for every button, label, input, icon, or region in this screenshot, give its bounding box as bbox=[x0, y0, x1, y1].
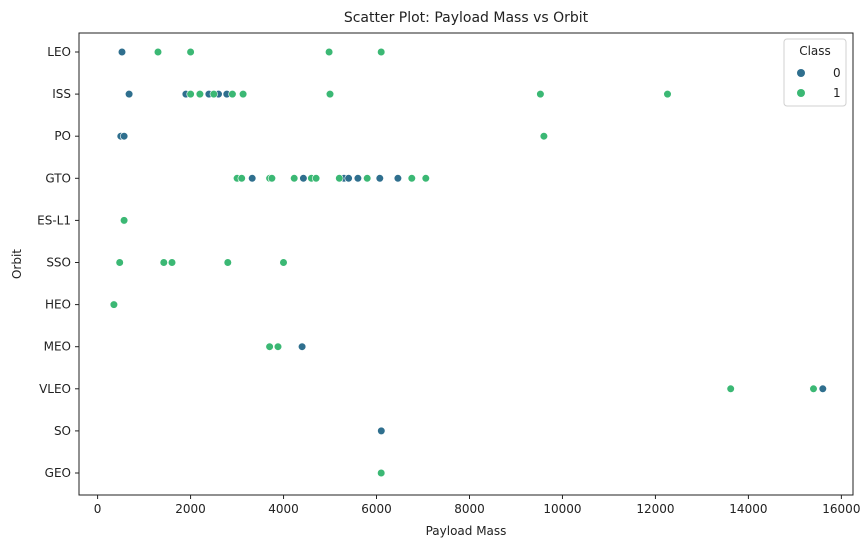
x-tick-label: 4000 bbox=[268, 502, 299, 516]
data-point-class-1 bbox=[186, 89, 195, 99]
data-point-class-1 bbox=[726, 384, 735, 393]
data-point-class-1 bbox=[663, 89, 672, 99]
data-point-class-0 bbox=[125, 89, 134, 99]
x-tick-label: 10000 bbox=[543, 502, 581, 516]
data-point-class-0 bbox=[298, 342, 307, 351]
data-point-class-1 bbox=[265, 342, 274, 351]
y-tick-label: ISS bbox=[52, 87, 71, 101]
y-tick-label: GEO bbox=[45, 466, 71, 480]
plot-area bbox=[78, 32, 854, 496]
legend: Class 0 1 bbox=[783, 38, 847, 107]
x-tick-label: 0 bbox=[94, 502, 102, 516]
data-point-class-1 bbox=[209, 89, 218, 99]
x-tick-label: 8000 bbox=[454, 502, 485, 516]
data-point-class-1 bbox=[536, 89, 545, 99]
data-point-class-0 bbox=[119, 132, 129, 141]
data-point-class-1 bbox=[809, 384, 818, 393]
data-point-class-1 bbox=[153, 47, 163, 57]
x-tick-label: 6000 bbox=[361, 502, 392, 516]
data-point-class-1 bbox=[119, 216, 129, 225]
data-point-class-0 bbox=[117, 47, 127, 57]
y-tick-label: HEO bbox=[45, 298, 71, 312]
data-point-class-1 bbox=[279, 258, 288, 267]
data-point-class-1 bbox=[267, 174, 277, 183]
x-tick-label: 12000 bbox=[636, 502, 674, 516]
data-point-class-1 bbox=[335, 174, 344, 183]
y-tick-label: GTO bbox=[45, 171, 71, 185]
data-point-class-1 bbox=[115, 258, 124, 267]
data-point-class-1 bbox=[228, 89, 237, 99]
data-point-class-0 bbox=[818, 384, 827, 393]
data-point-class-0 bbox=[375, 174, 384, 183]
data-point-class-0 bbox=[353, 174, 363, 183]
data-point-class-1 bbox=[223, 258, 232, 267]
data-point-class-1 bbox=[539, 132, 549, 141]
data-point-class-1 bbox=[325, 47, 334, 57]
chart-title: Scatter Plot: Payload Mass vs Orbit bbox=[344, 10, 589, 26]
data-point-class-0 bbox=[344, 174, 353, 183]
data-point-class-0 bbox=[299, 174, 308, 183]
data-point-class-1 bbox=[290, 174, 299, 183]
legend-marker-class-1 bbox=[797, 89, 805, 97]
legend-box bbox=[783, 38, 847, 107]
data-point-class-1 bbox=[195, 89, 204, 99]
y-tick-label: ES-L1 bbox=[37, 213, 71, 227]
y-axis: LEO ISS PO GTO ES-L1 SSO HEO MEO VLEO SO GEO bbox=[37, 45, 79, 480]
data-point-class-0 bbox=[393, 174, 403, 183]
x-tick-label: 16000 bbox=[822, 502, 860, 516]
y-tick-label: SSO bbox=[46, 256, 71, 270]
data-point-class-1 bbox=[109, 300, 118, 309]
legend-label-class-0: 0 bbox=[833, 66, 841, 80]
x-axis-title: Payload Mass bbox=[426, 524, 507, 538]
data-point-class-1 bbox=[377, 47, 386, 57]
data-point-class-0 bbox=[377, 426, 386, 436]
data-point-class-1 bbox=[159, 258, 168, 267]
data-point-class-1 bbox=[186, 47, 195, 57]
data-point-class-1 bbox=[167, 258, 177, 267]
legend-label-class-1: 1 bbox=[833, 86, 841, 100]
data-point-class-1 bbox=[273, 342, 283, 351]
y-tick-label: LEO bbox=[47, 45, 71, 59]
x-tick-label: 14000 bbox=[729, 502, 767, 516]
data-point-class-1 bbox=[325, 89, 335, 99]
y-tick-label: SO bbox=[54, 424, 71, 438]
data-point-class-1 bbox=[377, 468, 386, 478]
data-point-class-1 bbox=[239, 89, 248, 99]
data-point-class-1 bbox=[363, 174, 372, 183]
y-tick-label: VLEO bbox=[39, 382, 71, 396]
data-point-class-1 bbox=[237, 174, 246, 183]
y-tick-label: PO bbox=[54, 129, 71, 143]
data-point-class-1 bbox=[421, 174, 430, 183]
y-axis-title: Orbit bbox=[10, 249, 24, 279]
y-tick-label: MEO bbox=[44, 340, 71, 354]
data-points bbox=[109, 47, 827, 478]
legend-marker-class-0 bbox=[797, 69, 805, 77]
data-point-class-1 bbox=[312, 174, 321, 183]
data-point-class-1 bbox=[407, 174, 416, 183]
x-axis: 0 2000 4000 6000 8000 10000 12000 14000 16000 bbox=[94, 495, 860, 516]
data-point-class-0 bbox=[248, 174, 257, 183]
x-tick-label: 2000 bbox=[175, 502, 206, 516]
legend-title: Class bbox=[799, 44, 831, 58]
